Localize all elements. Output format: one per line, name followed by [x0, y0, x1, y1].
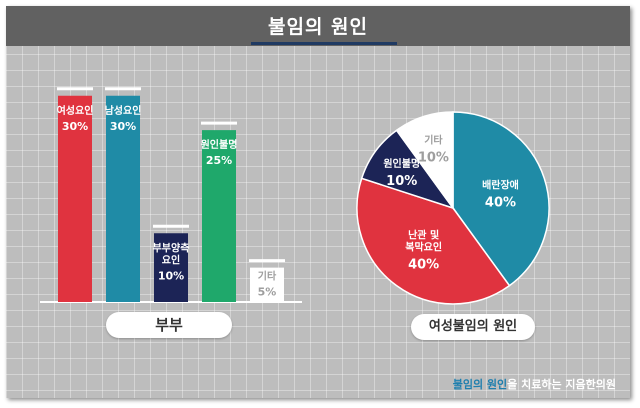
bar-label: 부부양측 [153, 241, 190, 254]
pie-chart-label: 여성불임의 원인 [411, 314, 535, 340]
infographic-frame: 불임의 원인 여성요인 30% 남성요인 30% 부부양측 요인 10% 원인불명 25% 기타 5… [6, 6, 630, 398]
bar-label: 기타 [258, 270, 277, 283]
pie-value-label: 10% [418, 151, 449, 166]
bar [202, 130, 236, 302]
pie-slice [452, 111, 550, 287]
footer-credit: 불임의 원인을 치료하는 지음한의원 [453, 376, 616, 392]
title-underline [251, 42, 397, 45]
footer-highlight: 불임의 원인 [452, 378, 508, 391]
bar-value-label: 30% [110, 120, 136, 133]
bar-label: 남성요인 [105, 104, 142, 117]
footer-rest: 을 치료하는 지음한의원 [507, 378, 616, 391]
pie-slice [395, 111, 454, 211]
bar-label: 원인불명 [201, 138, 238, 151]
bar-value-label: 25% [206, 154, 232, 167]
bar [250, 267, 284, 302]
bar-value-label: 5% [258, 286, 277, 299]
header-bar [6, 6, 630, 46]
bar-value-label: 30% [62, 120, 88, 133]
bar-value-label: 10% [158, 269, 184, 282]
bar [58, 95, 92, 302]
bar-label: 요인 [162, 253, 180, 266]
bar-chart-label: 부부 [106, 312, 232, 338]
pie-value-label: 40% [485, 196, 516, 211]
pie-label: 원인불명 [383, 157, 420, 170]
page-title: 불임의 원인 [267, 16, 368, 38]
pie-slice [356, 177, 511, 305]
pie-label: 배란장애 [482, 179, 519, 192]
pie-label: 복막요인 [405, 240, 442, 253]
pie-label: 난관 및 [408, 228, 439, 241]
pie-label: 기타 [424, 134, 443, 147]
pie-value-label: 10% [386, 174, 417, 189]
pie-value-label: 40% [408, 257, 439, 272]
bar-label: 여성요인 [57, 104, 94, 117]
bar [154, 233, 188, 302]
bar [106, 95, 140, 302]
